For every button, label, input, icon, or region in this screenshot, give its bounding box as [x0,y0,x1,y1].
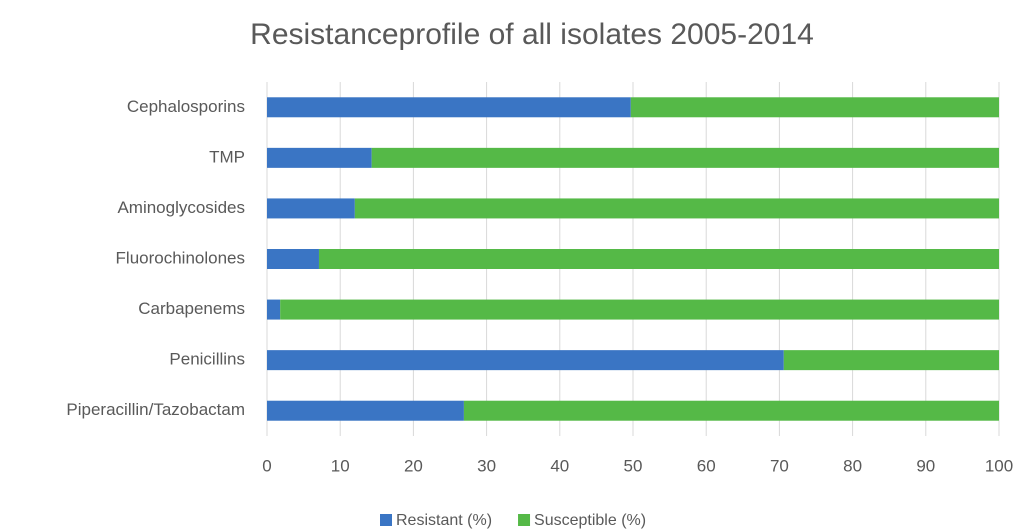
y-tick-label: TMP [209,147,245,166]
x-tick-label: 50 [624,456,643,475]
bar-segment [318,249,999,269]
bar-segment [463,400,1000,421]
bar-segment [783,350,999,371]
legend-swatch [518,514,531,526]
x-tick-label: 10 [331,456,350,475]
x-tick-label: 20 [404,456,423,475]
x-tick-label: 40 [550,456,569,475]
y-tick-label: Aminoglycosides [117,198,245,217]
bar-segment [630,97,999,118]
bar-segment [280,299,999,320]
bar-segment [267,400,464,421]
bar-segment [267,249,319,269]
x-tick-label: 100 [985,456,1013,475]
x-tick-label: 80 [843,456,862,475]
bar-segment [267,198,355,219]
x-tick-label: 70 [770,456,789,475]
bar-segment [354,198,1000,219]
x-tick-label: 60 [697,456,716,475]
bar-segment [267,350,784,371]
legend-label: Susceptible (%) [534,512,646,529]
y-tick-label: Cephalosporins [127,97,245,116]
x-tick-label: 90 [916,456,935,475]
y-tick-label: Penicillins [169,350,245,369]
x-tick-label: 30 [477,456,496,475]
chart-title: Resistanceprofile of all isolates 2005-2… [250,18,814,51]
y-tick-label: Fluorochinolones [116,248,245,267]
bar-segment [267,97,631,118]
legend-swatch [380,514,392,526]
y-tick-label: Piperacillin/Tazobactam [66,400,245,419]
bar-segment [267,147,372,168]
bar-segment [267,299,281,320]
x-tick-label: 0 [262,456,271,475]
bar-segment [371,147,999,168]
y-tick-label: Carbapenems [138,299,245,318]
legend-label: Resistant (%) [396,512,492,529]
